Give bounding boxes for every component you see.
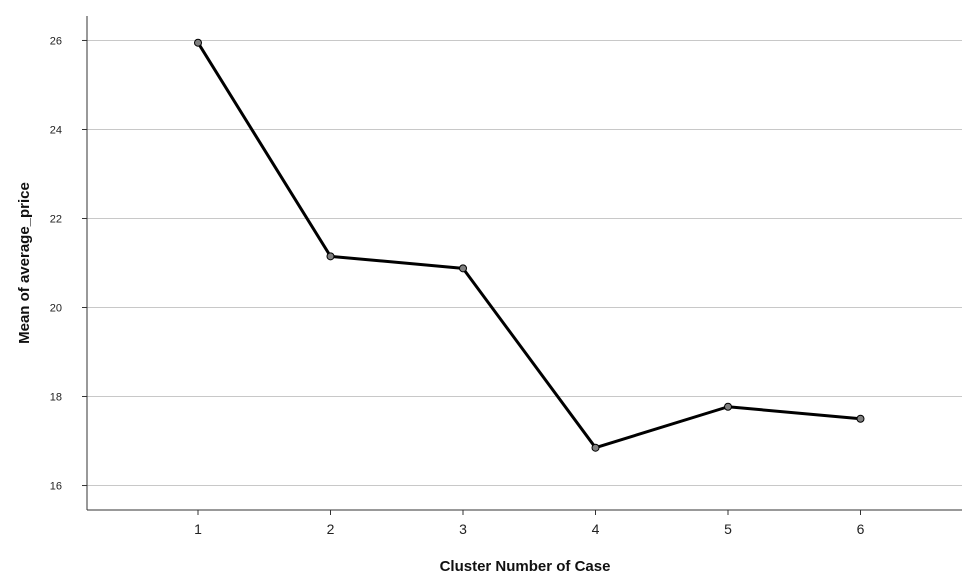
x-tick-label: 2	[327, 521, 335, 537]
y-tick-label: 20	[50, 303, 62, 315]
x-tick-label: 4	[592, 521, 600, 537]
series-group	[194, 38, 865, 452]
data-point-6	[856, 414, 865, 423]
x-tick-label: 3	[459, 521, 467, 537]
x-tick-label: 1	[194, 521, 202, 537]
x-axis-ticks: 1 2 3 4 5 6	[194, 510, 865, 537]
data-point-2	[326, 252, 335, 261]
y-axis-ticks: 16 18 20 22 24 26	[50, 35, 87, 493]
data-point-1	[194, 38, 202, 47]
x-axis-title: Cluster Number of Case	[440, 558, 611, 575]
x-tick-label: 6	[857, 521, 865, 537]
y-tick-label: 16	[50, 481, 62, 493]
y-tick-label: 26	[50, 35, 62, 47]
data-point-4	[591, 443, 600, 452]
y-axis-title: Mean of average_price	[16, 182, 33, 344]
data-point-3	[459, 264, 467, 273]
data-point-5	[724, 402, 732, 411]
x-tick-label: 5	[724, 521, 732, 537]
y-tick-label: 18	[50, 392, 62, 404]
y-tick-label: 22	[50, 213, 62, 225]
y-tick-label: 24	[50, 124, 62, 136]
gridlines	[87, 39, 962, 487]
series-line	[196, 41, 861, 450]
